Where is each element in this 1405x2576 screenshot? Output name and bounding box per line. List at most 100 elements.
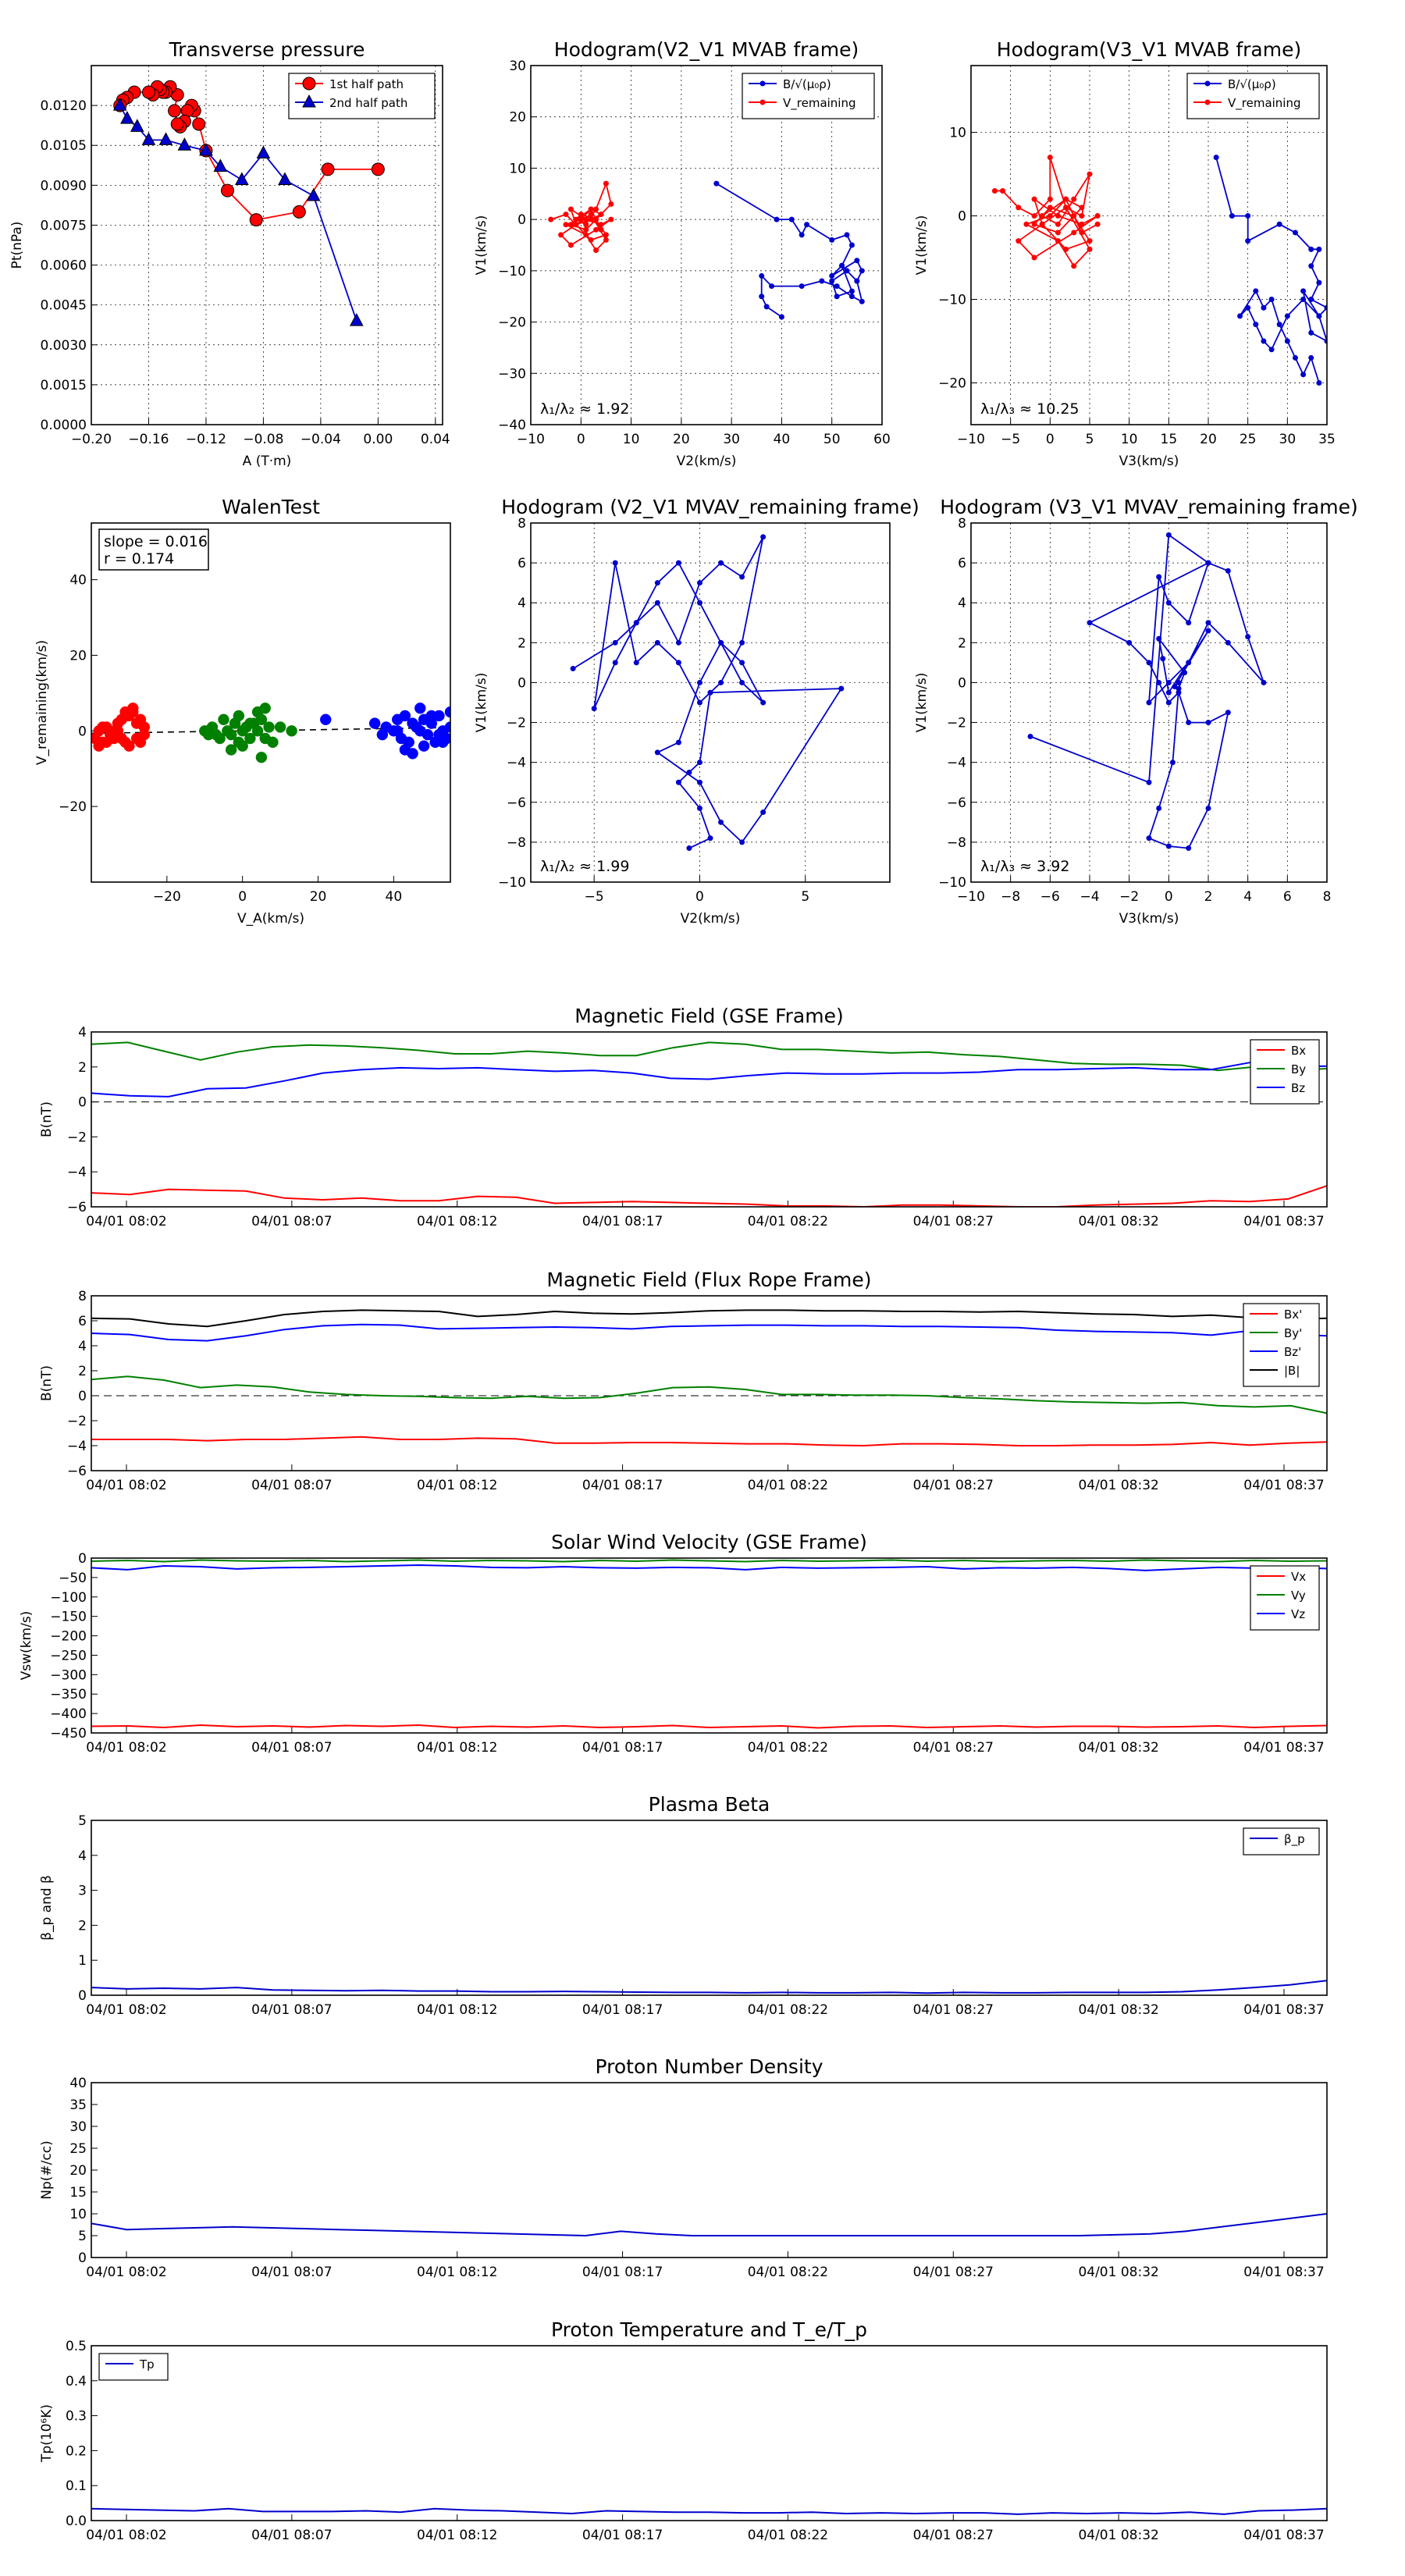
chart0-series-1-point-11 bbox=[306, 187, 321, 201]
chart11-ytick-label-0: 0.0 bbox=[66, 2514, 87, 2529]
chart1-xtick-label-4: 30 bbox=[723, 432, 740, 447]
chart1-series-1-point-15 bbox=[593, 216, 599, 222]
chart2-series-1-point-17 bbox=[1071, 213, 1077, 219]
chart4-series-0-point-19 bbox=[654, 580, 660, 586]
chart2-xlabel: V3(km/s) bbox=[1119, 454, 1179, 469]
chart4-ytick-label-5: 0 bbox=[518, 675, 526, 691]
chart2-ytick-label-2: 0 bbox=[958, 209, 966, 225]
chart2-series-1-point-22 bbox=[1055, 213, 1061, 219]
chart2-series-0-point-6 bbox=[1308, 246, 1314, 252]
chart9-ytick-label-1: 1 bbox=[78, 1953, 87, 1969]
chart10-xtick-label-7: 04/01 08:37 bbox=[1243, 2265, 1324, 2280]
chart4-series-0-point-12 bbox=[675, 660, 681, 666]
chart11-xtick-label-1: 04/01 08:07 bbox=[251, 2528, 332, 2543]
chart4-series-0-point-16 bbox=[591, 706, 597, 712]
chart10-ytick-label-0: 0 bbox=[78, 2250, 87, 2266]
chart5: Hodogram (V3_V1 MVAV_remaining frame) −10… bbox=[914, 496, 1358, 927]
chart10-ytick-label-8: 40 bbox=[69, 2076, 87, 2091]
chart2-series-1-point-0 bbox=[991, 187, 998, 194]
chart2-series-1-point-31 bbox=[1071, 263, 1077, 269]
chart0-series-1-line bbox=[119, 105, 357, 322]
chart1-xtick-label-1: 0 bbox=[577, 432, 585, 447]
chart11-title: Proton Temperature and T_e/T_p bbox=[551, 2318, 867, 2341]
chart1-series-1-point-17 bbox=[588, 237, 594, 243]
chart3-series-0-point-22 bbox=[119, 736, 131, 749]
chart1-series-1-point-32 bbox=[578, 216, 584, 222]
chart3-series-1-point-15 bbox=[263, 721, 275, 733]
chart10-ytick-label-5: 25 bbox=[69, 2141, 87, 2157]
chart3-series-1-point-10 bbox=[244, 732, 256, 745]
chart2-xtick-label-1: −5 bbox=[1001, 432, 1020, 447]
chart0-ylabel: Pt(nPa) bbox=[9, 222, 25, 269]
chart5-xtick-label-1: −8 bbox=[1001, 889, 1020, 905]
chart2-xtick-label-6: 20 bbox=[1200, 432, 1217, 447]
chart5-series-0-point-5 bbox=[1245, 634, 1251, 640]
chart7: Magnetic Field (Flux Rope Frame) 04/01 08… bbox=[39, 1268, 1328, 1493]
chart10-xtick-label-0: 04/01 08:02 bbox=[86, 2265, 166, 2280]
chart5-series-0-point-32 bbox=[1182, 670, 1188, 676]
chart9-xtick-label-2: 04/01 08:12 bbox=[417, 2002, 497, 2018]
chart2-series-1-point-36 bbox=[1079, 229, 1085, 236]
chart7-ytick-label-1: −4 bbox=[67, 1439, 87, 1454]
chart5-xtick-label-6: 2 bbox=[1204, 889, 1213, 905]
chart6-ytick-label-0: −6 bbox=[67, 1200, 87, 1215]
chart6: Magnetic Field (GSE Frame) 04/01 08:02 04/… bbox=[39, 1005, 1328, 1229]
chart3-annotation-0: slope = 0.016 bbox=[104, 533, 208, 550]
chart11-ytick-label-5: 0.5 bbox=[66, 2339, 87, 2354]
chart6-series-2-line bbox=[91, 1062, 1327, 1098]
chart5-series-0-point-23 bbox=[1205, 720, 1211, 726]
chart1-xlabel: V2(km/s) bbox=[677, 454, 737, 469]
chart3-series-2-point-13 bbox=[422, 728, 434, 741]
chart2-series-0-point-13 bbox=[1300, 288, 1307, 294]
chart0-xtick-label-0: −0.20 bbox=[71, 432, 112, 447]
chart5-ylabel: V1(km/s) bbox=[914, 673, 930, 733]
chart7-xtick-label-3: 04/01 08:17 bbox=[582, 1478, 663, 1493]
chart9-xtick-label-3: 04/01 08:17 bbox=[582, 2002, 663, 2018]
chart7-ytick-label-4: 2 bbox=[78, 1364, 87, 1379]
chart3-ytick-label-1: 0 bbox=[78, 724, 87, 739]
chart6-legend-label-0: Bx bbox=[1291, 1044, 1306, 1058]
chart1-series-1-point-13 bbox=[567, 222, 574, 228]
chart1-legend-label-1: V_remaining bbox=[783, 96, 856, 111]
chart7-ytick-label-2: −2 bbox=[67, 1414, 87, 1429]
chart5-xtick-label-5: 0 bbox=[1165, 889, 1173, 905]
chart0-series-1-point-0 bbox=[112, 98, 127, 111]
chart1-ytick-label-6: 20 bbox=[509, 110, 526, 126]
chart0-series-0-point-3 bbox=[249, 213, 263, 227]
chart4-ytick-label-4: −2 bbox=[507, 716, 526, 731]
chart5-series-0-point-15 bbox=[1205, 560, 1211, 566]
chart8-series-2-line bbox=[91, 1564, 1327, 1571]
chart2-series-0-point-25 bbox=[1261, 304, 1267, 311]
chart9-xtick-label-4: 04/01 08:22 bbox=[748, 2002, 828, 2018]
chart6-title: Magnetic Field (GSE Frame) bbox=[574, 1005, 843, 1027]
chart4-ylabel: V1(km/s) bbox=[474, 673, 489, 733]
chart4-series-0-point-35 bbox=[707, 689, 713, 696]
chart4-xtick-label-2: 5 bbox=[801, 889, 809, 905]
chart2-series-1-point-2 bbox=[1016, 205, 1022, 211]
chart7-legend-label-0: Bx' bbox=[1284, 1308, 1302, 1322]
chart4-series-0-point-0 bbox=[570, 666, 576, 672]
chart1-xtick-label-2: 10 bbox=[623, 432, 640, 447]
chart3-frame bbox=[91, 522, 451, 883]
chart0-xtick-label-2: −0.12 bbox=[186, 432, 226, 447]
chart11-ylabel: Tp(10⁶K) bbox=[39, 2404, 55, 2463]
chart2-xtick-label-3: 5 bbox=[1086, 432, 1094, 447]
chart2-series-1-point-21 bbox=[1031, 196, 1037, 202]
chart8-ylabel: Vsw(km/s) bbox=[19, 1611, 34, 1681]
chart5-series-0-line bbox=[1030, 533, 1264, 849]
chart4-series-0-point-9 bbox=[739, 639, 745, 646]
chart4-series-0-point-17 bbox=[612, 660, 618, 666]
chart9-frame bbox=[91, 1820, 1328, 1996]
chart9-plot-area bbox=[91, 1980, 1327, 1994]
chart1-series-0-point-6 bbox=[844, 232, 850, 238]
chart5-series-0-point-25 bbox=[1205, 805, 1211, 811]
chart6-ylabel: B(nT) bbox=[39, 1101, 55, 1137]
chart11-series-0-line bbox=[91, 2507, 1327, 2515]
chart2-series-1-point-11 bbox=[1039, 213, 1045, 219]
chart3-series-1-point-22 bbox=[233, 710, 245, 722]
chart3-series-0-point-26 bbox=[97, 721, 108, 733]
chart7-xtick-label-7: 04/01 08:37 bbox=[1243, 1478, 1324, 1493]
chart0-plot-area bbox=[112, 80, 385, 326]
chart2-series-0-point-28 bbox=[1284, 338, 1290, 344]
